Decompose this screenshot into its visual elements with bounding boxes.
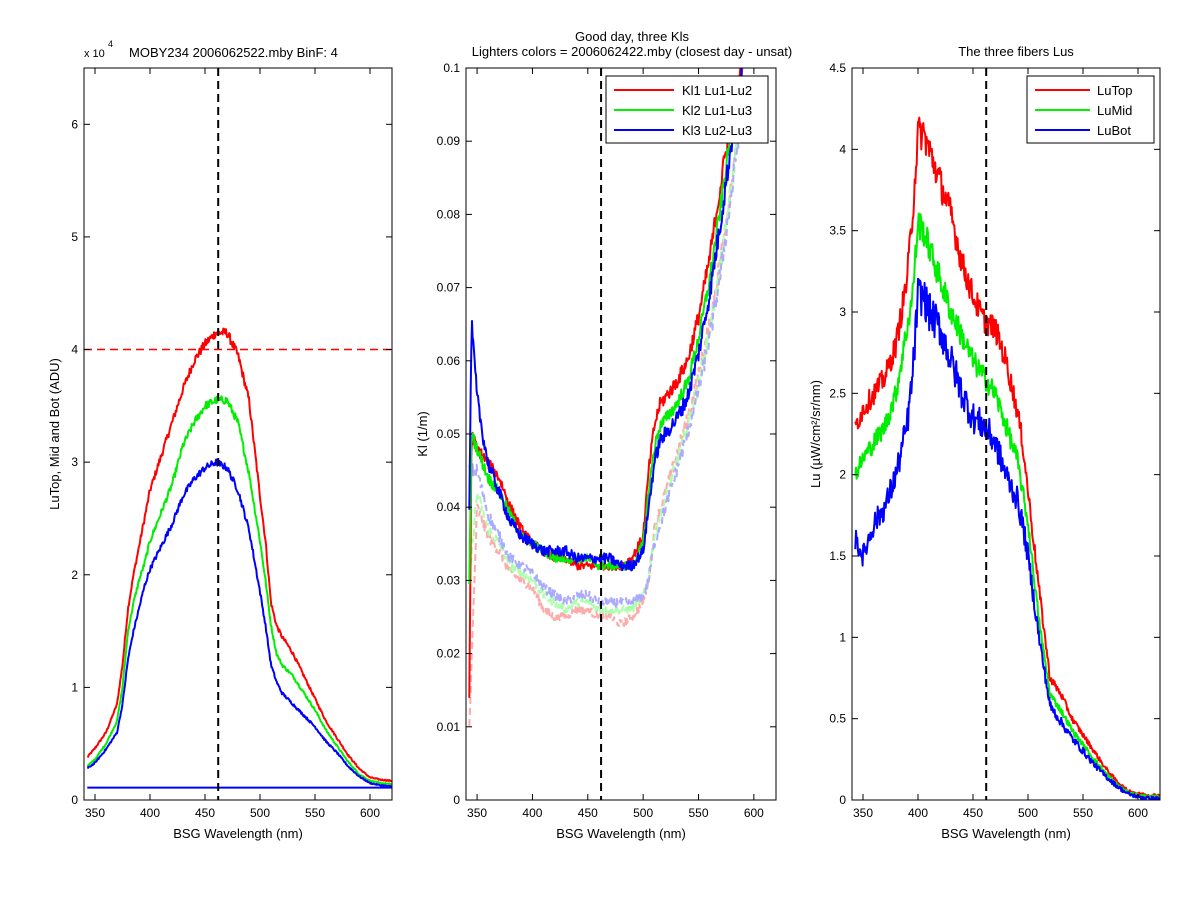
x-tick-label: 600 xyxy=(744,806,764,820)
y-tick-label: 0 xyxy=(71,793,78,807)
y-tick-label: 0.09 xyxy=(437,134,461,148)
y-tick-label: 3.5 xyxy=(829,224,846,238)
x-tick-label: 550 xyxy=(1073,806,1093,820)
y-axis-label: Lu (µW/cm²/sr/nm) xyxy=(808,380,823,488)
y-axis-label: Kl (1/m) xyxy=(415,411,430,457)
y-tick-label: 0 xyxy=(453,793,460,807)
legend-label-lutop: LuTop xyxy=(1097,83,1132,98)
panel-kl: 350 400 450 500 550 600 0 0.01 0.02 0.03 0.04 0.05 0… xyxy=(415,29,792,841)
y-tick-label: 4 xyxy=(839,142,846,156)
legend-label-lumid: LuMid xyxy=(1097,103,1132,118)
x-tick-label: 350 xyxy=(467,806,487,820)
series-line-0 xyxy=(854,116,1160,798)
x-tick-label: 500 xyxy=(1018,806,1038,820)
y-tick-label: 0.5 xyxy=(829,712,846,726)
x-axis-label: BSG Wavelength (nm) xyxy=(941,826,1071,841)
y-tick-label: 0.02 xyxy=(437,647,461,661)
legend-label-kl1: Kl1 Lu1-Lu2 xyxy=(682,83,752,98)
y-tick-label: 0.07 xyxy=(437,281,461,295)
y-tick-label: 3 xyxy=(71,455,78,469)
axes-box xyxy=(83,67,393,801)
legend: Kl1 Lu1-Lu2 Kl2 Lu1-Lu3 Kl3 Lu2-Lu3 xyxy=(605,75,769,144)
y-tick-label: 0.03 xyxy=(437,573,461,587)
axis-multiplier-exp: 4 xyxy=(108,39,113,49)
x-tick-label: 350 xyxy=(85,806,105,820)
legend: LuTop LuMid LuBot xyxy=(1026,75,1155,144)
y-tick-label: 0.06 xyxy=(437,354,461,368)
x-tick-label: 400 xyxy=(140,806,160,820)
y-tick-label: 1 xyxy=(839,630,846,644)
y-tick-label: 2 xyxy=(71,568,78,582)
x-tick-label: 600 xyxy=(1128,806,1148,820)
y-tick-label: 1 xyxy=(71,680,78,694)
series-line-2 xyxy=(854,277,1160,800)
tick-group: 350 400 450 500 550 600 0 0.5 1 1.5 2 2.5 3 3.5 4 4.5 xyxy=(829,61,1160,820)
tick-group: 350 400 450 500 550 600 0 0.01 0.02 0.03 0.04 0.05 0… xyxy=(437,61,776,820)
y-tick-label: 0.01 xyxy=(437,720,461,734)
series-line-2 xyxy=(468,100,744,608)
y-tick-label: 0 xyxy=(839,793,846,807)
x-tick-label: 450 xyxy=(578,806,598,820)
legend-label-kl3: Kl3 Lu2-Lu3 xyxy=(682,123,752,138)
axes-box xyxy=(851,67,1161,801)
series-line-1 xyxy=(468,91,743,615)
y-tick-label: 0.08 xyxy=(437,207,461,221)
axes-box xyxy=(465,67,777,801)
series-line-4 xyxy=(468,68,744,585)
legend-label-kl2: Kl2 Lu1-Lu3 xyxy=(682,103,752,118)
series-line-0 xyxy=(87,327,392,783)
series-line-5 xyxy=(468,68,743,572)
panel-adu: 350 400 450 500 550 600 0 1 2 3 4 5 6 x 10 4 MOBY234… xyxy=(47,39,393,841)
y-tick-label: 0.05 xyxy=(437,427,461,441)
x-tick-label: 400 xyxy=(908,806,928,820)
y-axis-label: LuTop, Mid and Bot (ADU) xyxy=(47,358,62,510)
x-axis-label: BSG Wavelength (nm) xyxy=(173,826,303,841)
y-tick-label: 3 xyxy=(839,305,846,319)
series-line-2 xyxy=(86,458,392,788)
y-tick-label: 5 xyxy=(71,230,78,244)
x-tick-label: 500 xyxy=(633,806,653,820)
x-tick-label: 400 xyxy=(522,806,542,820)
x-axis-label: BSG Wavelength (nm) xyxy=(556,826,686,841)
axis-multiplier: x 10 xyxy=(84,48,105,60)
x-tick-label: 550 xyxy=(688,806,708,820)
x-tick-label: 500 xyxy=(250,806,270,820)
x-tick-label: 350 xyxy=(853,806,873,820)
series-line-1 xyxy=(854,212,1160,799)
x-tick-label: 450 xyxy=(963,806,983,820)
y-tick-label: 4.5 xyxy=(829,61,846,75)
panel-lu: 350 400 450 500 550 600 0 0.5 1 1.5 2 2.5 3 3.5 4 4.5 T… xyxy=(808,44,1161,841)
legend-label-lubot: LuBot xyxy=(1097,123,1131,138)
chart-title: The three fibers Lus xyxy=(958,44,1074,59)
chart-title: MOBY234 2006062522.mby BinF: 4 xyxy=(129,45,338,60)
x-tick-label: 600 xyxy=(360,806,380,820)
x-tick-label: 450 xyxy=(195,806,215,820)
y-tick-label: 4 xyxy=(71,343,78,357)
series-line-0 xyxy=(468,80,744,726)
series-line-1 xyxy=(86,395,392,786)
x-tick-label: 550 xyxy=(305,806,325,820)
chart-subtitle: Lighters colors = 2006062422.mby (closes… xyxy=(472,44,792,59)
tick-group: 350 400 450 500 550 600 0 1 2 3 4 5 6 xyxy=(71,68,392,820)
y-tick-label: 0.1 xyxy=(443,61,460,75)
y-tick-label: 2.5 xyxy=(829,386,846,400)
y-tick-label: 1.5 xyxy=(829,549,846,563)
y-tick-label: 0.04 xyxy=(437,500,461,514)
y-tick-label: 6 xyxy=(71,117,78,131)
chart-title: Good day, three Kls xyxy=(575,29,689,44)
y-tick-label: 2 xyxy=(839,468,846,482)
